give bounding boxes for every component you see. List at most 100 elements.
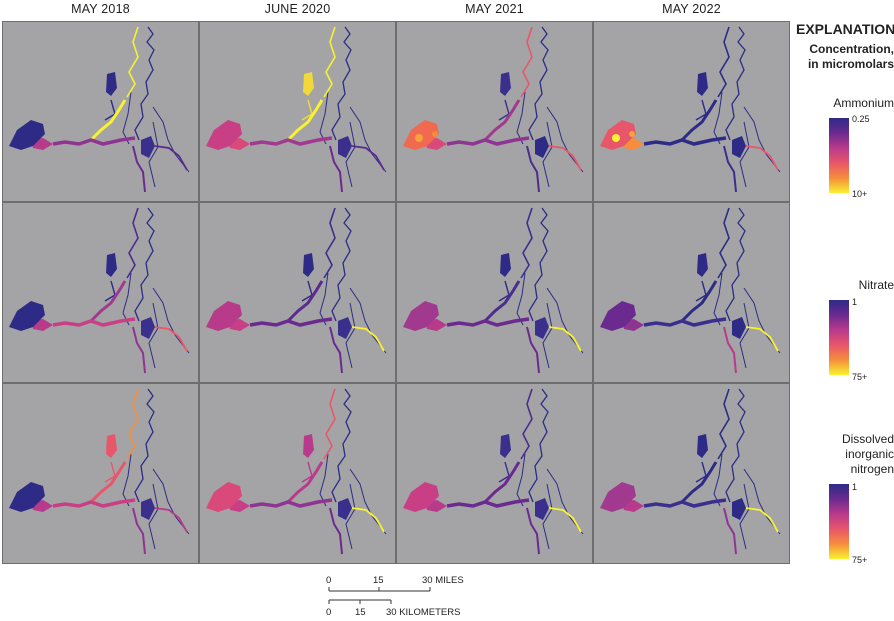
bay-area bbox=[9, 301, 45, 331]
delta-body bbox=[141, 498, 155, 520]
san-joaquin-channel bbox=[329, 326, 343, 374]
mid-channel bbox=[643, 136, 727, 146]
map-panel-ammonium-3 bbox=[396, 21, 593, 202]
eastern-channel bbox=[548, 326, 582, 352]
scale-miles-30: 30 MILES bbox=[422, 575, 464, 586]
eastern-channel bbox=[154, 507, 188, 533]
northern-tributary bbox=[126, 26, 139, 98]
sacramento-channel bbox=[89, 461, 127, 504]
bay-area bbox=[206, 301, 242, 331]
mid-channel bbox=[249, 498, 333, 508]
map-panel-nitrate-1 bbox=[2, 202, 199, 383]
scale-km-30: 30 KILOMETERS bbox=[386, 607, 461, 618]
upper-river-channel bbox=[331, 207, 352, 322]
map-panel-ammonium-4 bbox=[593, 21, 790, 202]
san-joaquin-channel bbox=[526, 326, 540, 374]
eastern-channel bbox=[548, 507, 582, 533]
mid-channel bbox=[52, 136, 136, 146]
legend-din-colorbar bbox=[829, 484, 849, 559]
north-lake bbox=[106, 434, 117, 458]
eastern-channel bbox=[745, 507, 779, 533]
sacramento-channel bbox=[483, 280, 521, 323]
delta-body bbox=[732, 498, 746, 520]
delta-body bbox=[338, 136, 352, 158]
mid-channel bbox=[446, 317, 530, 327]
scale-km-0: 0 bbox=[326, 607, 332, 618]
san-joaquin-channel bbox=[723, 507, 737, 555]
mid-channel bbox=[52, 317, 136, 327]
legend-title: EXPLANATION bbox=[796, 21, 894, 37]
sacramento-channel bbox=[286, 280, 324, 323]
northern-tributary bbox=[126, 207, 139, 279]
upper-river-channel bbox=[725, 207, 746, 322]
san-joaquin-channel bbox=[526, 145, 540, 193]
sacramento-channel bbox=[680, 280, 718, 323]
legend-nitrate-label: Nitrate bbox=[858, 278, 894, 292]
northern-tributary bbox=[520, 207, 533, 279]
bay-area bbox=[9, 482, 45, 512]
delta-body bbox=[535, 136, 549, 158]
bay-area bbox=[9, 120, 45, 150]
bay-area bbox=[403, 482, 439, 512]
scale-miles-15: 15 bbox=[373, 575, 384, 586]
upper-river-channel bbox=[528, 388, 549, 503]
legend-nitrate-high: 75+ bbox=[852, 372, 868, 382]
north-lake bbox=[697, 72, 708, 96]
legend-ammonium-label: Ammonium bbox=[833, 96, 894, 110]
legend-subtitle: Concentration, in micromolars bbox=[807, 42, 894, 71]
upper-river-channel bbox=[331, 26, 352, 141]
north-lake bbox=[697, 253, 708, 277]
upper-river-channel bbox=[134, 388, 155, 503]
upper-river-channel bbox=[331, 388, 352, 503]
san-joaquin-channel bbox=[329, 145, 343, 193]
legend-ammonium-low: 0.25 bbox=[852, 114, 870, 124]
bay-area bbox=[600, 482, 636, 512]
sacramento-channel bbox=[680, 461, 718, 504]
sacramento-channel bbox=[483, 461, 521, 504]
upper-river-channel bbox=[134, 26, 155, 141]
upper-river-channel bbox=[528, 207, 549, 322]
north-lake bbox=[106, 253, 117, 277]
bay-area bbox=[600, 301, 636, 331]
map-panel-nitrate-2 bbox=[199, 202, 396, 383]
upper-river-channel bbox=[725, 26, 746, 141]
sacramento-channel bbox=[286, 99, 324, 142]
north-lake bbox=[500, 253, 511, 277]
northern-tributary bbox=[323, 388, 336, 460]
north-lake bbox=[500, 434, 511, 458]
san-joaquin-channel bbox=[526, 507, 540, 555]
hotspot-2 bbox=[629, 131, 635, 137]
hotspot-2 bbox=[432, 131, 438, 137]
bay-area bbox=[403, 301, 439, 331]
eastern-channel bbox=[154, 326, 188, 352]
mid-channel bbox=[446, 498, 530, 508]
column-title-2: JUNE 2020 bbox=[264, 2, 331, 16]
san-joaquin-channel bbox=[132, 145, 146, 193]
legend-din-label: Dissolved inorganic nitrogen bbox=[841, 432, 894, 476]
delta-body bbox=[141, 317, 155, 339]
legend-nitrate-low: 1 bbox=[852, 297, 858, 307]
delta-body bbox=[338, 317, 352, 339]
map-panel-nitrate-4 bbox=[593, 202, 790, 383]
hotspot-1 bbox=[612, 134, 620, 142]
upper-river-channel bbox=[725, 388, 746, 503]
northern-tributary bbox=[717, 26, 730, 98]
scale-miles-0: 0 bbox=[326, 575, 332, 586]
map-panel-ammonium-1 bbox=[2, 21, 199, 202]
san-joaquin-channel bbox=[723, 145, 737, 193]
north-lake bbox=[106, 72, 117, 96]
scale-km-15: 15 bbox=[355, 607, 366, 618]
sacramento-channel bbox=[483, 99, 521, 142]
mid-channel bbox=[643, 317, 727, 327]
eastern-channel bbox=[351, 145, 385, 171]
map-panel-ammonium-2 bbox=[199, 21, 396, 202]
mid-channel bbox=[446, 136, 530, 146]
san-joaquin-channel bbox=[329, 507, 343, 555]
northern-tributary bbox=[323, 26, 336, 98]
column-title-1: MAY 2018 bbox=[71, 2, 130, 16]
bay-area bbox=[206, 482, 242, 512]
delta-body bbox=[535, 498, 549, 520]
mid-channel bbox=[249, 136, 333, 146]
sacramento-channel bbox=[286, 461, 324, 504]
column-title-3: MAY 2021 bbox=[465, 2, 524, 16]
